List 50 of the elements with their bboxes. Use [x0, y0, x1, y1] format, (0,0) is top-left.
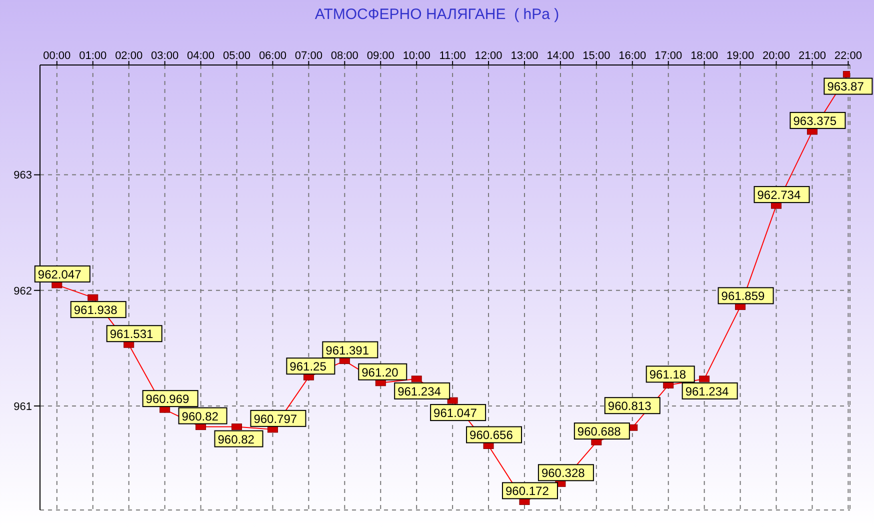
data-label: 962.047 — [38, 267, 82, 282]
x-tick-label: 08:00 — [330, 50, 358, 62]
data-label: 960.172 — [505, 484, 550, 498]
data-label: 961.234 — [398, 384, 442, 398]
x-tick-label: 18:00 — [690, 50, 718, 62]
x-tick-label: 22:00 — [834, 50, 862, 62]
data-label: 960.797 — [254, 412, 298, 426]
x-tick-label: 04:00 — [187, 50, 215, 62]
data-label: 961.859 — [721, 289, 765, 304]
data-label: 960.688 — [577, 424, 622, 439]
data-label: 961.391 — [326, 343, 370, 358]
x-tick-label: 17:00 — [654, 50, 682, 62]
data-label: 961.20 — [362, 365, 399, 380]
y-tick-label: 963 — [14, 170, 32, 182]
data-label: 960.328 — [541, 466, 586, 480]
x-tick-label: 14:00 — [546, 50, 574, 62]
x-tick-label: 06:00 — [258, 50, 286, 62]
x-tick-label: 20:00 — [762, 50, 790, 62]
x-tick-label: 01:00 — [79, 50, 107, 62]
chart-title: АТМОСФЕРНО НАЛЯГАНЕ ( hPa ) — [314, 6, 560, 23]
y-tick-label: 962 — [14, 285, 32, 298]
x-tick-label: 11:00 — [439, 50, 466, 62]
data-label: 961.234 — [685, 384, 730, 398]
data-label: 960.82 — [182, 409, 219, 424]
x-tick-label: 07:00 — [294, 50, 322, 62]
x-tick-label: 00:00 — [43, 50, 71, 62]
x-tick-label: 16:00 — [618, 50, 646, 62]
x-tick-label: 02:00 — [115, 50, 143, 62]
x-tick-label: 19:00 — [726, 50, 754, 62]
x-tick-label: 03:00 — [151, 50, 179, 62]
data-label: 962.734 — [757, 188, 801, 202]
data-label: 963.87 — [827, 80, 864, 94]
x-tick-label: 09:00 — [366, 50, 394, 62]
data-label: 963.375 — [793, 114, 837, 128]
data-label: 961.531 — [110, 327, 154, 342]
data-label: 960.813 — [608, 399, 652, 414]
data-label: 961.938 — [74, 303, 118, 318]
x-tick-label: 21:00 — [798, 50, 826, 62]
data-label: 961.18 — [649, 368, 686, 382]
data-label: 960.82 — [218, 432, 255, 446]
data-label: 960.656 — [470, 428, 514, 442]
data-label: 961.047 — [434, 406, 478, 420]
x-tick-label: 10:00 — [402, 50, 430, 62]
x-tick-label: 13:00 — [510, 50, 538, 62]
y-tick-label: 961 — [14, 400, 32, 413]
x-tick-label: 05:00 — [222, 50, 251, 62]
data-label: 961.25 — [290, 360, 327, 374]
data-label: 960.969 — [146, 392, 190, 406]
x-tick-label: 15:00 — [582, 50, 610, 62]
x-tick-label: 12:00 — [474, 50, 502, 62]
